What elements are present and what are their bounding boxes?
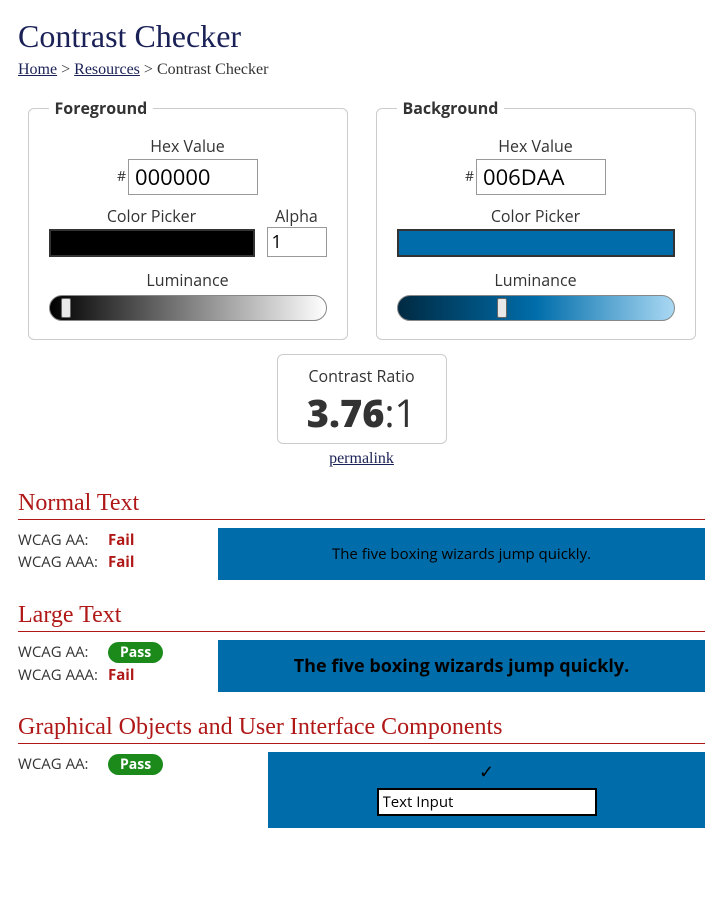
ui-aa-result: Pass [108,754,163,775]
large-aaa-label: WCAG AAA: [18,665,108,685]
fg-color-swatch[interactable] [49,229,255,257]
fg-luminance-slider[interactable] [49,295,327,321]
large-aa-label: WCAG AA: [18,642,108,662]
breadcrumb-home[interactable]: Home [18,61,57,78]
fg-hex-label: Hex Value [49,135,327,157]
foreground-legend: Foreground [49,97,154,119]
breadcrumb: Home > Resources > Contrast Checker [18,61,705,79]
normal-aaa-label: WCAG AAA: [18,552,108,572]
breadcrumb-current: Contrast Checker [157,61,269,78]
bg-hex-label: Hex Value [397,135,675,157]
bg-color-swatch[interactable] [397,229,675,257]
fg-alpha-label: Alpha [267,205,327,227]
large-text-sample[interactable]: The five boxing wizards jump quickly. [218,640,705,692]
foreground-panel: Foreground Hex Value # Color Picker Alph… [28,97,348,340]
bg-luminance-label: Luminance [397,269,675,291]
large-aa-result: Pass [108,642,163,663]
normal-results: WCAG AA:Fail WCAG AAA:Fail [18,528,198,574]
check-icon: ✓ [276,760,697,784]
normal-aa-result: Fail [108,530,134,550]
ui-aa-label: WCAG AA: [18,754,108,774]
large-results: WCAG AA:Pass WCAG AAA:Fail [18,640,198,687]
ui-text-input[interactable] [377,788,597,816]
ui-heading: Graphical Objects and User Interface Com… [18,714,705,744]
normal-text-heading: Normal Text [18,490,705,520]
fg-hex-input[interactable] [128,159,258,195]
normal-aaa-result: Fail [108,552,134,572]
fg-luminance-label: Luminance [49,269,327,291]
ui-results: WCAG AA:Pass [18,752,248,777]
normal-aa-label: WCAG AA: [18,530,108,550]
bg-luminance-slider[interactable] [397,295,675,321]
large-text-heading: Large Text [18,602,705,632]
fg-alpha-input[interactable] [267,227,327,257]
background-legend: Background [397,97,505,119]
contrast-ratio-box: Contrast Ratio 3.76:1 [277,354,447,444]
fg-picker-label: Color Picker [49,205,255,227]
page-title: Contrast Checker [18,18,705,55]
ui-sample: ✓ [268,752,705,828]
bg-hex-input[interactable] [476,159,606,195]
normal-text-sample[interactable]: The five boxing wizards jump quickly. [218,528,705,580]
large-aaa-result: Fail [108,665,134,685]
permalink-link[interactable]: permalink [18,450,705,468]
bg-picker-label: Color Picker [397,205,675,227]
contrast-ratio-value: 3.76:1 [288,391,436,437]
hash-symbol: # [465,167,474,188]
fg-luminance-thumb[interactable] [61,298,71,318]
breadcrumb-sep: > [57,61,74,78]
hash-symbol: # [117,167,126,188]
contrast-ratio-label: Contrast Ratio [288,365,436,387]
background-panel: Background Hex Value # Color Picker Lumi… [376,97,696,340]
breadcrumb-resources[interactable]: Resources [74,61,140,78]
breadcrumb-sep: > [140,61,157,78]
bg-luminance-thumb[interactable] [497,298,507,318]
